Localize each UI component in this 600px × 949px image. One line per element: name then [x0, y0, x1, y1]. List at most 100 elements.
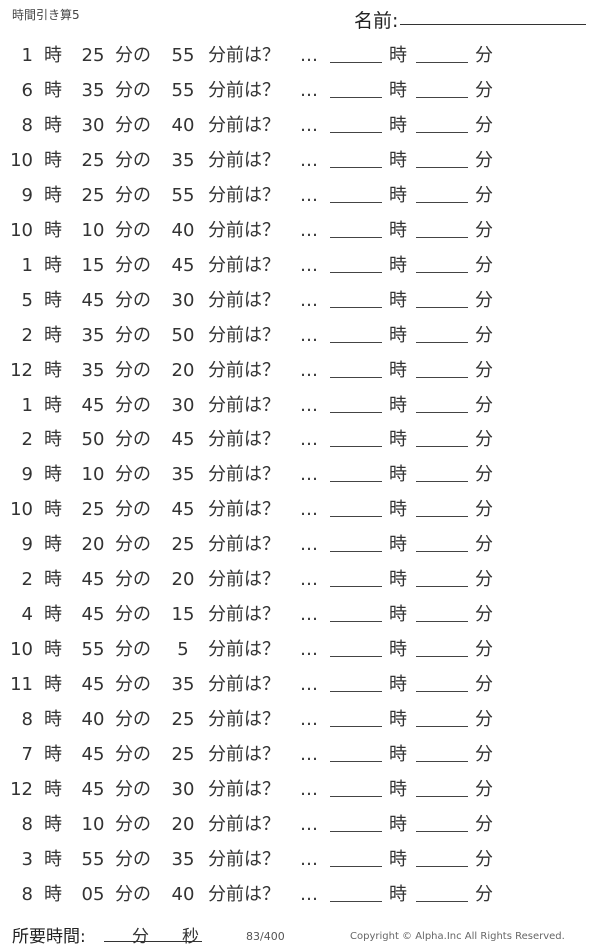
answer-minute-field[interactable] [416, 446, 468, 448]
minute-of-label: 分の [115, 778, 151, 800]
copyright: Copyright © Alpha.Inc All Rights Reserve… [350, 931, 565, 942]
ellipsis: … [300, 45, 318, 66]
problem-row: 9 時 10 分の 35 分前は？… 時分 [0, 460, 600, 490]
answer-hour-field[interactable] [330, 586, 382, 588]
ellipsis: … [300, 883, 318, 905]
answer-hour-label: 時 [389, 813, 407, 835]
hour-label: 時 [44, 45, 62, 66]
name-field[interactable] [400, 24, 586, 25]
answer-hour-field[interactable] [330, 166, 382, 168]
start-hour: 10 [10, 499, 33, 521]
minute-of-label: 分の [115, 534, 151, 556]
answer-minute-field[interactable] [416, 341, 468, 343]
answer-hour-field[interactable] [330, 306, 382, 308]
answer-minute-field[interactable] [416, 131, 468, 133]
problem-row: 10 時 55 分の 5 分前は？ … 時 分 [0, 635, 600, 665]
answer-hour-field[interactable] [330, 830, 382, 832]
problem-row: 12 時 45 分の 30 分前は？ … 時 分 [0, 775, 600, 805]
answer-minute-field[interactable] [416, 551, 468, 553]
minute-of-label: 分の [115, 499, 151, 521]
minute-of-label: 分の [115, 709, 151, 731]
answer-hour-field[interactable] [330, 726, 382, 728]
answer-minute-field[interactable] [416, 166, 468, 168]
answer-minute-field[interactable] [416, 830, 468, 832]
hour-label: 時 [44, 674, 62, 696]
answer-hour-field[interactable] [330, 865, 382, 867]
problem-row: 2 時 50 分の 45 分前は？… 時分 [0, 425, 600, 455]
answer-hour-field[interactable] [330, 271, 382, 273]
answer-minute-field[interactable] [416, 691, 468, 693]
answer-minute-field[interactable] [416, 761, 468, 762]
answer-minute-field[interactable] [416, 726, 468, 728]
answer-hour-field[interactable] [330, 621, 382, 623]
answer-minute-field[interactable] [416, 376, 468, 378]
answer-minute-field[interactable] [416, 865, 468, 867]
question-label: 分前は？ [208, 499, 280, 521]
answer-minute-label: 分 [475, 324, 493, 346]
answer-minute-field[interactable] [416, 411, 468, 413]
hour-label: 時 [44, 883, 62, 905]
answer-minute-field[interactable] [416, 306, 468, 308]
answer-hour-field[interactable] [330, 900, 382, 902]
answer-minute-field[interactable] [416, 201, 468, 203]
answer-minute-field[interactable] [416, 271, 468, 273]
answer-minute-field[interactable] [416, 96, 468, 98]
answer-hour-field[interactable] [330, 131, 382, 133]
minute-of-label: 分の [115, 45, 151, 66]
question-label: 分前は？ [208, 254, 280, 276]
answer-hour-field[interactable] [330, 376, 382, 378]
minutes-before: 45 [171, 254, 195, 276]
minute-of-label: 分の [115, 184, 151, 206]
answer-hour-field[interactable] [330, 795, 382, 797]
minute-of-label: 分の [115, 744, 151, 765]
answer-minute-field[interactable] [416, 516, 468, 518]
answer-hour-label: 時 [389, 534, 407, 556]
minute-of-label: 分の [115, 219, 151, 241]
question-label: 分前は？ [208, 394, 280, 416]
answer-hour-field[interactable] [330, 236, 382, 238]
minutes-before: 40 [171, 219, 195, 241]
minute-of-label: 分の [115, 569, 151, 591]
problem-row: 12 時 35 分の 20 分前は？ … 時 分 [0, 356, 600, 386]
answer-hour-field[interactable] [330, 516, 382, 518]
answer-hour-field[interactable] [330, 411, 382, 413]
answer-minute-field[interactable] [416, 481, 468, 483]
answer-hour-field[interactable] [330, 691, 382, 693]
answer-hour-field[interactable] [330, 201, 382, 203]
problem-row: 9 時 20 分の 25 分前は？… 時分 [0, 530, 600, 560]
answer-hour-label: 時 [389, 289, 407, 311]
answer-hour-field[interactable] [330, 446, 382, 448]
answer-minute-field[interactable] [416, 586, 468, 588]
answer-minute-label: 分 [475, 569, 493, 591]
hour-label: 時 [44, 429, 62, 451]
start-minute: 45 [81, 744, 105, 765]
answer-minute-field[interactable] [416, 236, 468, 238]
hour-label: 時 [44, 394, 62, 416]
question-label: 分前は？ [208, 848, 280, 870]
minute-of-label: 分の [115, 813, 151, 835]
answer-minute-field[interactable] [416, 62, 468, 63]
time-required-field[interactable] [104, 941, 202, 942]
start-hour: 3 [21, 848, 33, 870]
question-label: 分前は？ [208, 569, 280, 591]
answer-minute-field[interactable] [416, 621, 468, 623]
answer-hour-field[interactable] [330, 761, 382, 762]
start-hour: 2 [21, 569, 33, 591]
answer-hour-field[interactable] [330, 341, 382, 343]
answer-hour-label: 時 [389, 778, 407, 800]
ellipsis: … [300, 674, 318, 696]
answer-minute-field[interactable] [416, 656, 468, 658]
question-label: 分前は？ [208, 149, 280, 171]
minute-of-label: 分の [115, 324, 151, 346]
answer-minute-field[interactable] [416, 795, 468, 797]
hour-label: 時 [44, 114, 62, 136]
answer-hour-field[interactable] [330, 551, 382, 553]
answer-minute-field[interactable] [416, 900, 468, 902]
answer-hour-field[interactable] [330, 481, 382, 483]
answer-hour-field[interactable] [330, 656, 382, 658]
answer-hour-field[interactable] [330, 62, 382, 63]
start-minute: 10 [81, 219, 105, 241]
minute-of-label: 分の [115, 429, 151, 451]
ellipsis: … [300, 499, 318, 521]
answer-hour-field[interactable] [330, 96, 382, 98]
